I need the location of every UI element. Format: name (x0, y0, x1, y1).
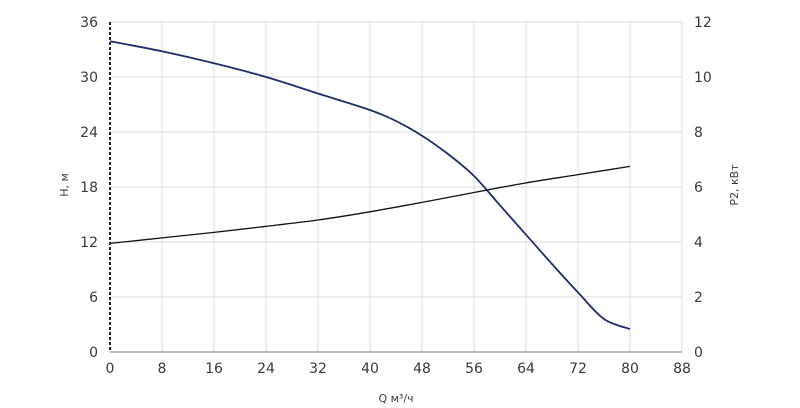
grid (110, 21, 683, 352)
x-tick-label: 8 (158, 361, 167, 377)
x-tick-label: 24 (257, 361, 275, 377)
tick-labels: 0 8 16 24 32 40 48 56 64 72 80 88061218243036024681… (80, 15, 712, 377)
x-tick-label: 80 (621, 361, 639, 377)
right-tick-label: 0 (694, 345, 703, 361)
left-tick-label: 30 (80, 70, 98, 86)
series-group (109, 40, 631, 330)
power-curve-line (109, 165, 631, 245)
right-tick-label: 10 (694, 70, 712, 86)
right-tick-label: 4 (694, 235, 703, 251)
x-tick-label: 56 (465, 361, 483, 377)
x-tick-label: 64 (517, 361, 535, 377)
left-tick-label: 6 (89, 290, 98, 306)
right-tick-label: 2 (694, 290, 703, 306)
axes (109, 22, 682, 353)
right-tick-label: 12 (694, 15, 712, 31)
x-tick-label: 88 (673, 361, 691, 377)
left-tick-label: 0 (89, 345, 98, 361)
right-tick-label: 8 (694, 125, 703, 141)
left-axis-title: H, м (58, 173, 71, 197)
x-tick-label: 0 (106, 361, 115, 377)
x-tick-label: 48 (413, 361, 431, 377)
right-axis-title: P2, кВт (728, 164, 741, 206)
left-tick-label: 12 (80, 235, 98, 251)
x-axis-title: Q м³/ч (378, 392, 413, 405)
left-tick-label: 24 (80, 125, 98, 141)
x-tick-label: 32 (309, 361, 327, 377)
head-curve-line (109, 40, 631, 330)
left-tick-label: 18 (80, 180, 98, 196)
right-tick-label: 6 (694, 180, 703, 196)
x-tick-label: 72 (569, 361, 587, 377)
left-tick-label: 36 (80, 15, 98, 31)
x-tick-label: 16 (205, 361, 223, 377)
x-tick-label: 40 (361, 361, 379, 377)
